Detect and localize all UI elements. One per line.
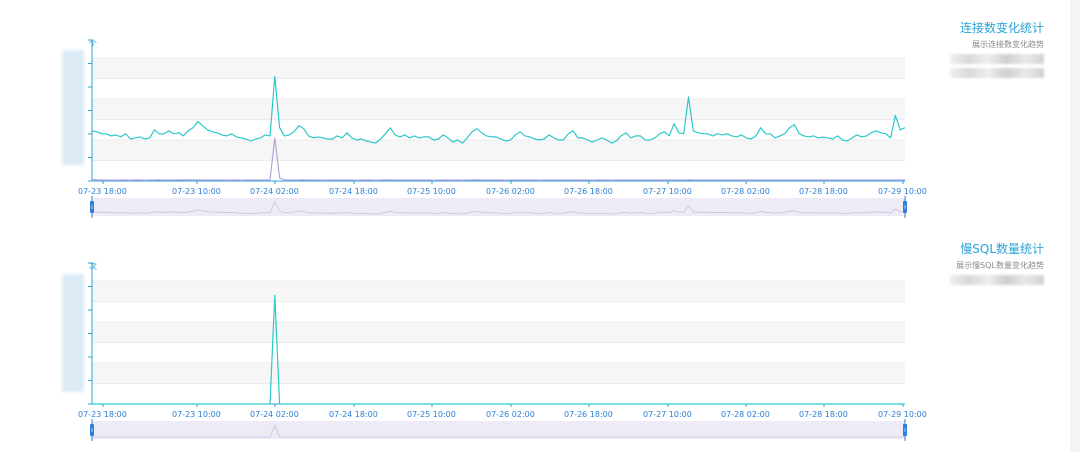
zoom-handle-right[interactable] (903, 196, 907, 218)
x-tick-label: 07-24 18:00 (329, 187, 378, 196)
grid-band (92, 363, 905, 384)
x-tick-label: 07-23 10:00 (172, 410, 221, 419)
legend-label-redacted (950, 54, 1044, 64)
page-scrollbar[interactable] (1070, 0, 1080, 452)
series-line-2 (91, 137, 905, 181)
x-tick-label: 07-27 10:00 (643, 187, 692, 196)
series-line-1 (92, 294, 905, 405)
legend-title: 慢SQL数量统计 (960, 242, 1044, 256)
series-line-1 (91, 75, 906, 144)
legend-title: 连接数变化统计 (959, 21, 1044, 35)
legend-item-series-1[interactable] (864, 53, 1044, 65)
handle-grip (903, 201, 907, 213)
legend: 连接数变化统计 展示连接数变化趋势 (864, 20, 1044, 79)
slow-sql-chart-panel: 07-23 18:00 07-23 10:00 07-24 02:00 07-24 1… (0, 226, 1070, 452)
handle-grip (903, 424, 907, 436)
connections-chart-panel: 07-23 18:00 07-23 10:00 07-24 02:00 07-24 1… (0, 0, 1070, 226)
x-tick-label: 07-23 18:00 (78, 187, 127, 196)
grid-band (92, 99, 905, 120)
zoom-handle-left[interactable] (90, 196, 94, 218)
y-axis-unit: 个 (89, 39, 97, 48)
x-tick-label: 07-24 18:00 (329, 410, 378, 419)
grid-band (92, 140, 905, 161)
zoom-slider-preview (92, 423, 905, 438)
handle-grip (90, 424, 94, 436)
legend: 慢SQL数量统计 展示慢SQL数量变化趋势 (864, 241, 1044, 286)
x-tick-label: 07-29 10:00 (878, 410, 927, 419)
legend-subtitle: 展示连接数变化趋势 (972, 40, 1044, 49)
slow-sql-line-chart: 07-23 18:00 07-23 10:00 07-24 02:00 07-24 1… (78, 262, 927, 441)
zoom-slider-track (92, 421, 905, 439)
x-tick-label: 07-24 02:00 (250, 187, 299, 196)
x-tick-label: 07-26 18:00 (564, 410, 613, 419)
x-tick-label: 07-23 18:00 (78, 410, 127, 419)
zoom-slider-preview (91, 201, 906, 215)
legend-label-redacted (950, 275, 1044, 285)
y-tick-labels-redacted (62, 274, 84, 392)
x-tick-label: 07-28 18:00 (799, 187, 848, 196)
x-tick-label: 07-26 02:00 (486, 187, 535, 196)
x-tick-label: 07-27 10:00 (643, 410, 692, 419)
x-tick-label: 07-25 10:00 (407, 187, 456, 196)
x-tick-label: 07-24 02:00 (250, 410, 299, 419)
x-tick-label: 07-28 02:00 (721, 410, 770, 419)
x-tick-label: 07-29 10:00 (878, 187, 927, 196)
x-tick-label: 07-28 18:00 (799, 410, 848, 419)
x-tick-label: 07-23 10:00 (172, 187, 221, 196)
connections-line-chart: 07-23 18:00 07-23 10:00 07-24 02:00 07-24 1… (78, 39, 927, 218)
zoom-handle-right[interactable] (903, 419, 907, 441)
handle-grip (90, 201, 94, 213)
legend-item-series-2[interactable] (864, 67, 1044, 79)
zoom-handle-left[interactable] (90, 419, 94, 441)
grid-band (92, 322, 905, 343)
x-tick-label: 07-25 10:00 (407, 410, 456, 419)
y-axis-unit: 次 (89, 262, 97, 271)
y-tick-labels-redacted (62, 50, 84, 165)
grid-band (92, 58, 905, 79)
x-tick-label: 07-26 02:00 (486, 410, 535, 419)
x-tick-label: 07-28 02:00 (721, 187, 770, 196)
legend-item-series-1[interactable] (864, 274, 1044, 286)
legend-subtitle: 展示慢SQL数量变化趋势 (956, 261, 1044, 270)
legend-label-redacted (950, 68, 1044, 78)
x-tick-label: 07-26 18:00 (564, 187, 613, 196)
grid-band (92, 281, 905, 302)
